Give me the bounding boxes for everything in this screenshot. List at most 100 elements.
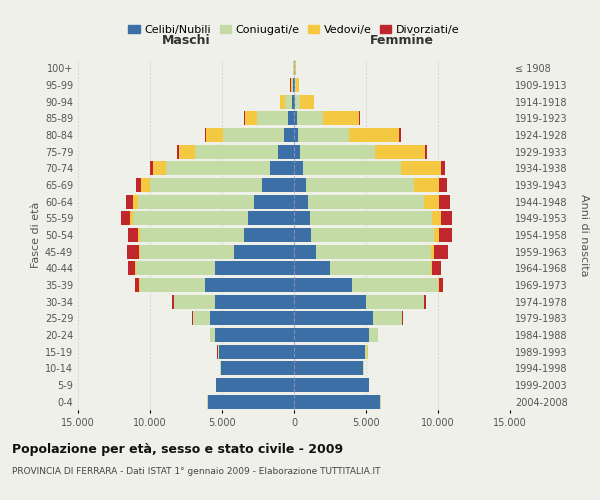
Bar xyxy=(297,112,323,126)
Bar xyxy=(294,294,366,308)
Bar xyxy=(221,361,294,376)
Bar xyxy=(294,361,363,376)
Bar xyxy=(211,328,215,342)
Bar xyxy=(121,211,130,226)
Bar xyxy=(316,244,431,259)
Bar xyxy=(295,78,296,92)
Bar xyxy=(179,144,194,159)
Bar xyxy=(211,311,294,326)
Bar xyxy=(432,261,441,276)
Bar xyxy=(438,278,439,292)
Bar xyxy=(434,228,439,242)
Bar xyxy=(434,244,448,259)
Bar xyxy=(220,361,221,376)
Bar xyxy=(439,194,449,209)
Bar xyxy=(294,112,297,126)
Bar xyxy=(294,311,373,326)
Bar xyxy=(294,94,295,109)
Bar xyxy=(441,211,452,226)
Bar xyxy=(424,294,426,308)
Bar xyxy=(128,261,135,276)
Bar xyxy=(139,228,140,242)
Bar xyxy=(208,394,294,409)
Bar xyxy=(369,328,377,342)
Bar xyxy=(349,128,399,142)
Bar xyxy=(295,62,296,76)
Bar xyxy=(172,294,174,308)
Bar xyxy=(219,344,294,359)
Bar xyxy=(233,244,294,259)
Bar xyxy=(245,112,257,126)
Bar xyxy=(288,112,294,126)
Bar xyxy=(223,128,284,142)
Bar xyxy=(280,94,284,109)
Bar xyxy=(128,228,139,242)
Bar xyxy=(140,244,233,259)
Bar xyxy=(257,112,288,126)
Text: PROVINCIA DI FERRARA - Dati ISTAT 1° gennaio 2009 - Elaborazione TUTTITALIA.IT: PROVINCIA DI FERRARA - Dati ISTAT 1° gen… xyxy=(12,468,380,476)
Bar xyxy=(133,211,248,226)
Bar xyxy=(139,244,140,259)
Legend: Celibi/Nubili, Coniugati/e, Vedovi/e, Divorziati/e: Celibi/Nubili, Coniugati/e, Vedovi/e, Di… xyxy=(124,20,464,39)
Bar xyxy=(292,78,293,92)
Bar xyxy=(133,194,139,209)
Bar xyxy=(294,261,330,276)
Bar xyxy=(127,244,139,259)
Bar xyxy=(193,311,211,326)
Bar xyxy=(150,162,153,175)
Bar xyxy=(254,194,294,209)
Bar xyxy=(305,178,413,192)
Bar xyxy=(140,228,244,242)
Bar xyxy=(294,378,369,392)
Bar xyxy=(308,194,424,209)
Y-axis label: Fasce di età: Fasce di età xyxy=(31,202,41,268)
Bar xyxy=(215,328,294,342)
Bar xyxy=(293,78,294,92)
Bar xyxy=(294,394,380,409)
Bar xyxy=(439,278,443,292)
Bar xyxy=(278,144,294,159)
Bar xyxy=(373,311,402,326)
Bar xyxy=(366,294,424,308)
Bar xyxy=(150,178,262,192)
Bar xyxy=(330,261,431,276)
Bar xyxy=(295,94,300,109)
Bar xyxy=(294,128,298,142)
Bar xyxy=(215,294,294,308)
Bar xyxy=(205,278,294,292)
Bar xyxy=(431,261,432,276)
Bar xyxy=(294,228,311,242)
Bar xyxy=(205,128,206,142)
Text: Popolazione per età, sesso e stato civile - 2009: Popolazione per età, sesso e stato civil… xyxy=(12,442,343,456)
Text: Femmine: Femmine xyxy=(370,34,434,46)
Bar xyxy=(206,128,223,142)
Bar xyxy=(290,78,292,92)
Bar xyxy=(136,261,215,276)
Bar xyxy=(302,162,401,175)
Bar xyxy=(298,128,349,142)
Bar xyxy=(296,78,299,92)
Bar xyxy=(311,228,434,242)
Bar xyxy=(439,178,446,192)
Bar xyxy=(439,228,452,242)
Bar xyxy=(425,144,427,159)
Bar xyxy=(431,244,434,259)
Bar xyxy=(135,261,136,276)
Bar xyxy=(292,94,294,109)
Bar xyxy=(175,294,215,308)
Bar xyxy=(310,211,432,226)
Bar xyxy=(135,278,139,292)
Bar xyxy=(294,178,305,192)
Bar xyxy=(244,228,294,242)
Bar xyxy=(248,211,294,226)
Bar xyxy=(269,162,294,175)
Bar xyxy=(294,162,302,175)
Bar xyxy=(130,211,133,226)
Bar xyxy=(215,261,294,276)
Bar xyxy=(413,178,439,192)
Bar xyxy=(401,162,441,175)
Bar xyxy=(194,144,278,159)
Bar xyxy=(365,344,367,359)
Bar xyxy=(294,194,308,209)
Bar xyxy=(216,378,294,392)
